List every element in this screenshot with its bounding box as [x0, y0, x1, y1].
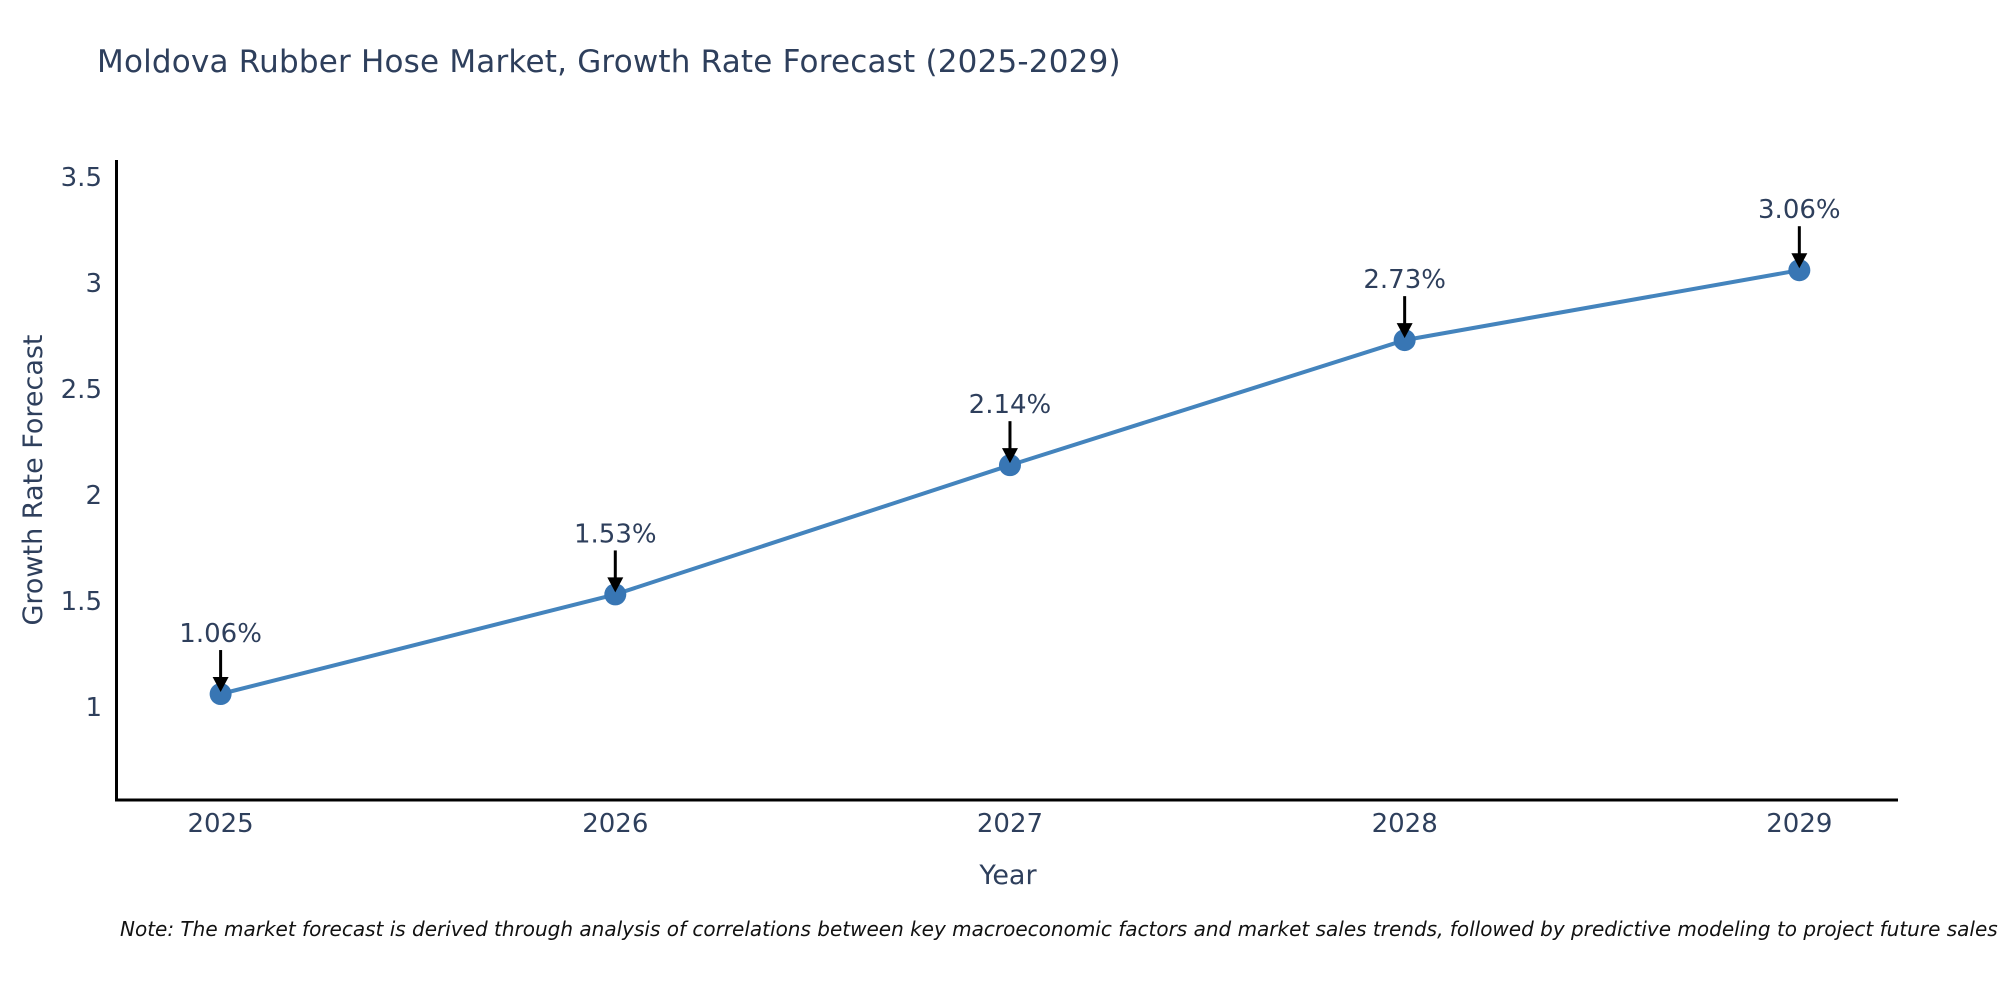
point-value-label: 1.53% — [574, 519, 657, 549]
point-value-label: 1.06% — [179, 619, 262, 649]
annotation-arrowhead — [212, 677, 229, 693]
footnote-text: Note: The market forecast is derived thr… — [120, 917, 1998, 941]
y-tick-label: 1.5 — [61, 587, 102, 617]
y-tick-label: 3 — [85, 269, 102, 299]
x-tick-label: 2028 — [1372, 809, 1438, 839]
y-tick-label: 2 — [85, 481, 102, 511]
point-value-label: 2.73% — [1363, 265, 1446, 295]
chart-title: Moldova Rubber Hose Market, Growth Rate … — [97, 44, 1121, 80]
y-axis-title: Growth Rate Forecast — [18, 334, 49, 625]
x-tick-label: 2025 — [188, 809, 254, 839]
x-tick-label: 2029 — [1766, 809, 1832, 839]
x-axis-title: Year — [978, 860, 1037, 891]
point-value-label: 2.14% — [969, 390, 1052, 420]
annotation-arrowhead — [1396, 323, 1413, 339]
data-point-marker — [998, 454, 1021, 477]
data-point-marker — [209, 683, 232, 706]
data-point-marker — [1393, 329, 1416, 352]
data-point-marker — [604, 583, 627, 606]
x-tick-label: 2026 — [582, 809, 648, 839]
annotation-arrowhead — [1001, 448, 1018, 464]
x-tick-label: 2027 — [977, 809, 1043, 839]
data-point-marker — [1788, 259, 1811, 282]
growth-rate-line-series — [218, 268, 1802, 696]
annotation-arrowhead — [607, 577, 624, 593]
annotation-arrowhead — [1791, 253, 1808, 269]
y-tick-label: 3.5 — [61, 163, 102, 193]
point-value-label: 3.06% — [1758, 195, 1841, 225]
y-tick-label: 2.5 — [61, 375, 102, 405]
y-tick-label: 1 — [85, 693, 102, 723]
